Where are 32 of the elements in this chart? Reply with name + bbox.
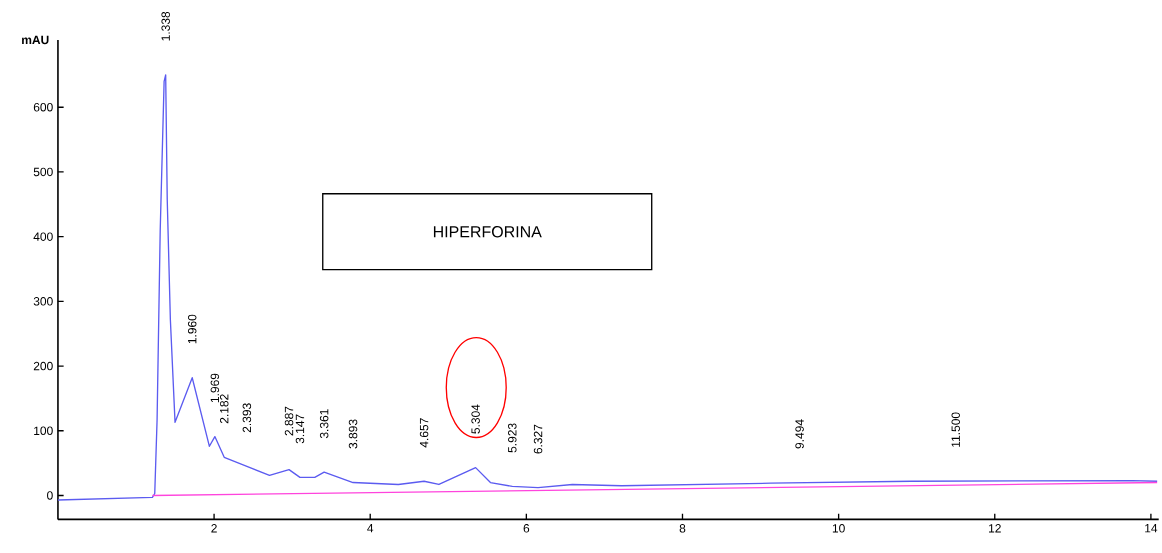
y-tick-label: 400 <box>33 232 53 241</box>
annotation: 1.960 <box>187 314 197 344</box>
annotation: 3.147 <box>295 414 305 444</box>
y-tick-label: 600 <box>33 102 53 112</box>
x-tick-label: 4 <box>367 523 374 533</box>
annotation: 5.923 <box>508 423 517 453</box>
annotation: 11.500 <box>951 412 960 447</box>
annotation: 2.393 <box>242 403 252 433</box>
x-tick-label: 14 <box>1145 523 1158 533</box>
annotation: 9.494 <box>795 419 804 449</box>
annotation: 3.893 <box>348 419 358 449</box>
annotation: 1.969 <box>210 373 220 402</box>
y-tick-label: 200 <box>33 361 53 371</box>
x-tick-label: 12 <box>989 523 1001 533</box>
y-tick-label: 0 <box>47 491 53 500</box>
annotation: 2.182 <box>219 394 229 423</box>
annotation: 4.657 <box>419 418 429 448</box>
y-tick-label: 500 <box>33 167 53 177</box>
x-tick-label: 2 <box>211 523 217 533</box>
annotation: 3.361 <box>319 409 329 438</box>
y-axis-title: mAU <box>22 35 49 44</box>
y-tick-label: 100 <box>34 426 53 435</box>
annotation: 2.887 <box>284 406 294 436</box>
y-tick-label: 300 <box>33 296 53 306</box>
x-tick-label: 8 <box>679 523 686 533</box>
annotation: HIPERFORINA <box>433 225 542 238</box>
x-tick-label: 6 <box>523 523 530 533</box>
line-series <box>57 74 1158 501</box>
annotation: 5.304 <box>471 404 480 434</box>
x-tick-label: 10 <box>832 523 845 533</box>
annotation: 6.327 <box>533 424 543 454</box>
annotation: 1.338 <box>161 11 170 41</box>
